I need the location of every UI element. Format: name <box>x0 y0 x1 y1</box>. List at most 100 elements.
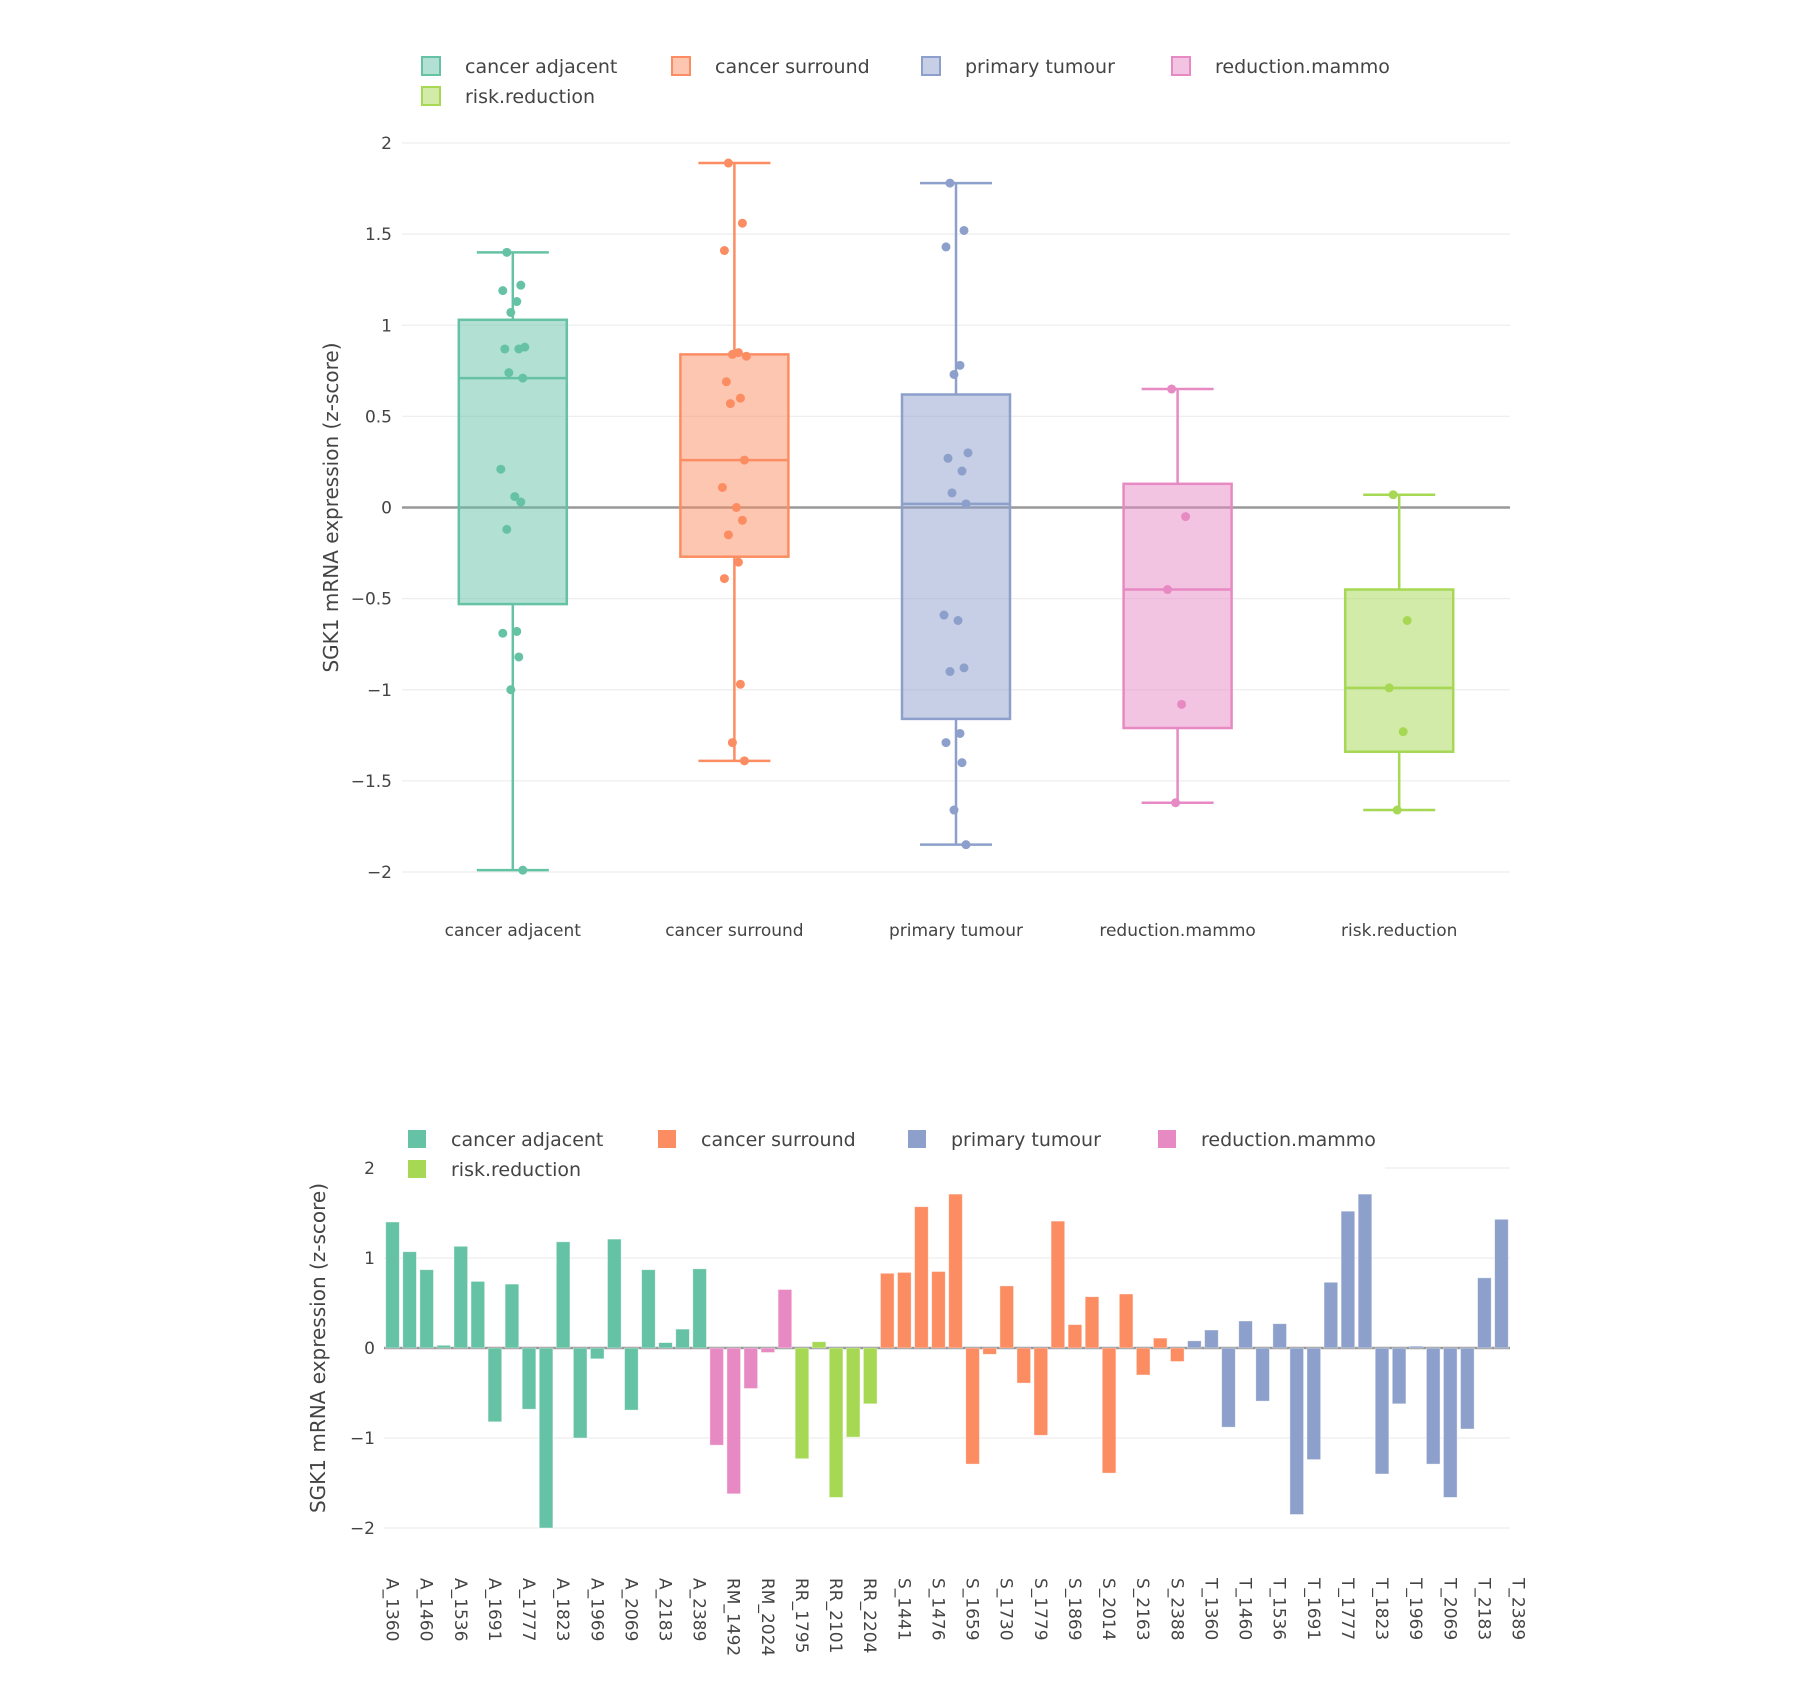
x-tick-label: cancer adjacent <box>445 921 582 941</box>
data-point <box>959 663 969 673</box>
bar-cancer-surround <box>965 1347 980 1465</box>
data-point <box>502 247 512 257</box>
bar-cancer-surround <box>897 1271 912 1349</box>
x-tick-label: S_2388 <box>1166 1578 1186 1641</box>
bar-risk-reduction <box>863 1347 878 1405</box>
y-tick-label: −1 <box>367 681 392 701</box>
legend-item-primary-tumour[interactable]: primary tumour <box>908 1129 1101 1151</box>
bar-primary-tumour <box>1391 1347 1407 1405</box>
legend-label: cancer adjacent <box>451 1129 603 1151</box>
x-tick-label: RR_2101 <box>825 1578 845 1653</box>
x-tick-label: S_2014 <box>1098 1578 1118 1641</box>
x-tick-label: S_1779 <box>1030 1578 1050 1641</box>
data-point <box>516 497 526 507</box>
box-y-ticks: 2 1.5 1 0.5 0 −0.5 −1 −1.5 −2 <box>351 134 392 883</box>
bar-primary-tumour <box>1306 1347 1322 1460</box>
legend-item-risk-reduction[interactable]: risk.reduction <box>408 1159 581 1181</box>
data-point <box>1402 615 1412 625</box>
bar-cancer-surround <box>982 1347 997 1355</box>
data-point <box>518 865 528 875</box>
data-point <box>514 344 524 354</box>
x-tick-label: T_1536 <box>1269 1577 1289 1640</box>
legend-item-reduction-mammo[interactable]: reduction.mammo <box>1171 56 1390 78</box>
bar-primary-tumour <box>1494 1218 1509 1349</box>
legend-item-cancer-surround[interactable]: cancer surround <box>671 56 870 78</box>
bar-cancer-adjacent <box>641 1269 656 1349</box>
data-point <box>957 466 967 476</box>
legend-item-reduction-mammo[interactable]: reduction.mammo <box>1158 1129 1376 1151</box>
x-tick-label: A_2389 <box>689 1578 709 1641</box>
x-tick-label: A_1777 <box>518 1578 538 1641</box>
data-point <box>959 225 969 235</box>
data-point <box>1181 512 1191 522</box>
legend-item-cancer-adjacent[interactable]: cancer adjacent <box>421 56 617 78</box>
data-point <box>947 488 957 498</box>
bar-cancer-surround <box>1118 1293 1134 1349</box>
bar-primary-tumour <box>1426 1347 1441 1465</box>
data-point <box>741 351 751 361</box>
legend-item-cancer-adjacent[interactable]: cancer adjacent <box>408 1129 603 1151</box>
data-point <box>955 360 965 370</box>
x-tick-label: A_1460 <box>416 1578 436 1641</box>
legend-item-cancer-surround[interactable]: cancer surround <box>658 1129 856 1151</box>
data-point <box>737 218 747 228</box>
bar-x-ticks: A_1360 A_1460 A_1536 A_1691 A_1777 A_1823 A_19… <box>382 1577 1528 1656</box>
legend-swatch <box>421 56 441 76</box>
data-point <box>943 453 953 463</box>
legend-swatch <box>421 86 441 106</box>
bar-reduction-mammo <box>760 1347 776 1353</box>
data-point <box>1163 585 1173 595</box>
x-tick-label: T_1823 <box>1371 1577 1391 1640</box>
bar-risk-reduction <box>828 1347 844 1498</box>
data-point <box>500 344 510 354</box>
bar-cancer-adjacent <box>624 1347 639 1411</box>
bar-primary-tumour <box>1408 1345 1424 1349</box>
bar-cancer-adjacent <box>521 1347 537 1410</box>
bar-cancer-surround <box>1067 1324 1083 1349</box>
bar-cancer-adjacent <box>504 1283 520 1349</box>
bar-cancer-adjacent <box>453 1245 468 1349</box>
x-tick-label: S_1441 <box>893 1578 913 1641</box>
legend-label: reduction.mammo <box>1215 56 1390 78</box>
legend-label: cancer adjacent <box>465 56 617 78</box>
bar-primary-tumour <box>1255 1347 1270 1402</box>
bar-cancer-surround <box>1170 1347 1185 1362</box>
data-point <box>963 448 973 458</box>
data-point <box>723 158 733 168</box>
data-point <box>516 280 526 290</box>
x-tick-label: T_2069 <box>1439 1577 1459 1640</box>
legend-label: reduction.mammo <box>1201 1129 1376 1151</box>
data-point <box>506 685 516 695</box>
bar-primary-tumour <box>1238 1320 1253 1349</box>
data-point <box>504 368 514 378</box>
x-tick-label: S_1869 <box>1064 1578 1084 1641</box>
legend-swatch <box>658 1130 676 1148</box>
data-point <box>1171 798 1181 808</box>
x-tick-label: risk.reduction <box>1341 921 1457 941</box>
bar-cancer-adjacent <box>572 1347 588 1439</box>
data-point <box>512 626 522 636</box>
bar-gridlines <box>384 1167 1510 1529</box>
bar-primary-tumour <box>1272 1323 1287 1349</box>
legend-label: primary tumour <box>965 56 1115 78</box>
data-point <box>953 615 963 625</box>
x-tick-label: RM_1492 <box>723 1578 743 1656</box>
legend-item-risk-reduction[interactable]: risk.reduction <box>421 86 595 108</box>
data-point <box>498 628 508 638</box>
box-y-axis-title: SGK1 mRNA expression (z-score) <box>319 342 343 672</box>
x-tick-label: RR_2204 <box>859 1578 879 1653</box>
data-point <box>949 369 959 379</box>
y-tick-label: 0 <box>381 499 392 519</box>
data-point <box>735 679 745 689</box>
bar-cancer-surround <box>1016 1347 1031 1384</box>
data-point <box>502 524 512 534</box>
bar-legend: cancer adjacent cancer surround primary tu… <box>408 1129 1376 1181</box>
legend-item-primary-tumour[interactable]: primary tumour <box>921 56 1115 78</box>
x-tick-label: S_2163 <box>1132 1578 1152 1641</box>
y-tick-label: 2 <box>364 1159 375 1179</box>
bar-cancer-surround <box>880 1272 895 1349</box>
data-point <box>1398 727 1408 737</box>
bar-cancer-adjacent <box>555 1241 571 1349</box>
y-tick-label: 2 <box>381 134 392 154</box>
legend-label: primary tumour <box>951 1129 1101 1151</box>
